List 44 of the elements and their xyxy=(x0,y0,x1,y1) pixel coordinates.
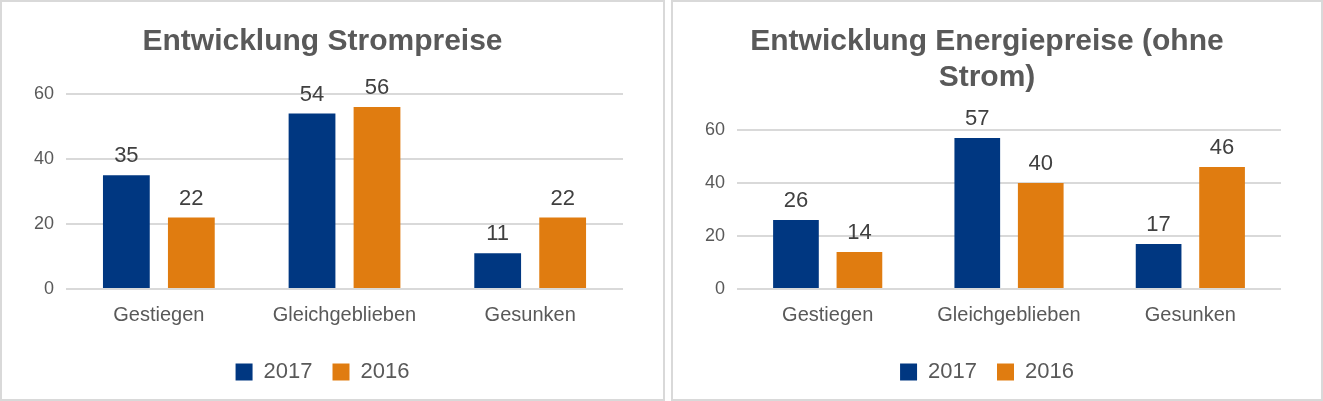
bar xyxy=(773,220,819,288)
bar xyxy=(1199,167,1245,288)
y-tick-label: 0 xyxy=(715,277,726,298)
chart-title: Entwicklung Strompreise xyxy=(142,23,503,57)
data-label: 17 xyxy=(1146,211,1171,237)
y-tick-label: 40 xyxy=(33,147,55,168)
y-tick-label: 20 xyxy=(704,224,726,245)
x-tick-label: Gestiegen xyxy=(782,302,874,325)
y-tick-label: 60 xyxy=(704,118,726,139)
x-tick-label: Gesunken xyxy=(1144,302,1236,325)
bar xyxy=(167,217,215,288)
y-tick-label: 0 xyxy=(44,277,55,298)
data-label: 56 xyxy=(364,74,390,100)
data-label: 26 xyxy=(783,187,809,213)
data-label: 14 xyxy=(847,218,872,244)
legend-label: 2016 xyxy=(1025,358,1074,384)
x-tick-label: Gleichgeblieben xyxy=(272,302,417,325)
data-label: 11 xyxy=(486,220,510,246)
bar xyxy=(539,217,587,288)
bar xyxy=(474,253,522,288)
data-label: 40 xyxy=(1028,150,1053,176)
data-label: 22 xyxy=(179,184,204,210)
bar xyxy=(102,175,150,288)
data-label: 54 xyxy=(299,80,325,106)
x-tick-label: Gleichgeblieben xyxy=(937,302,1081,325)
data-label: 35 xyxy=(114,142,139,168)
bar xyxy=(288,113,336,288)
data-label: 46 xyxy=(1209,134,1235,160)
data-label: 22 xyxy=(550,184,575,210)
bar xyxy=(1017,183,1064,288)
y-tick-label: 60 xyxy=(33,82,55,103)
bar xyxy=(954,137,1001,288)
legend-label: 2017 xyxy=(263,358,313,384)
data-label: 57 xyxy=(965,105,990,131)
legend-label: 2016 xyxy=(360,358,410,384)
chart-title: Entwicklung Energiepreise (ohne Strom) xyxy=(750,23,1224,93)
x-tick-label: Gestiegen xyxy=(113,302,205,325)
bar xyxy=(1135,243,1182,288)
legend-label: 2017 xyxy=(928,358,978,384)
y-tick-label: 20 xyxy=(33,212,55,233)
bar xyxy=(353,107,401,288)
x-tick-label: Gesunken xyxy=(484,302,576,325)
y-tick-label: 40 xyxy=(704,171,726,192)
bar xyxy=(836,251,883,288)
